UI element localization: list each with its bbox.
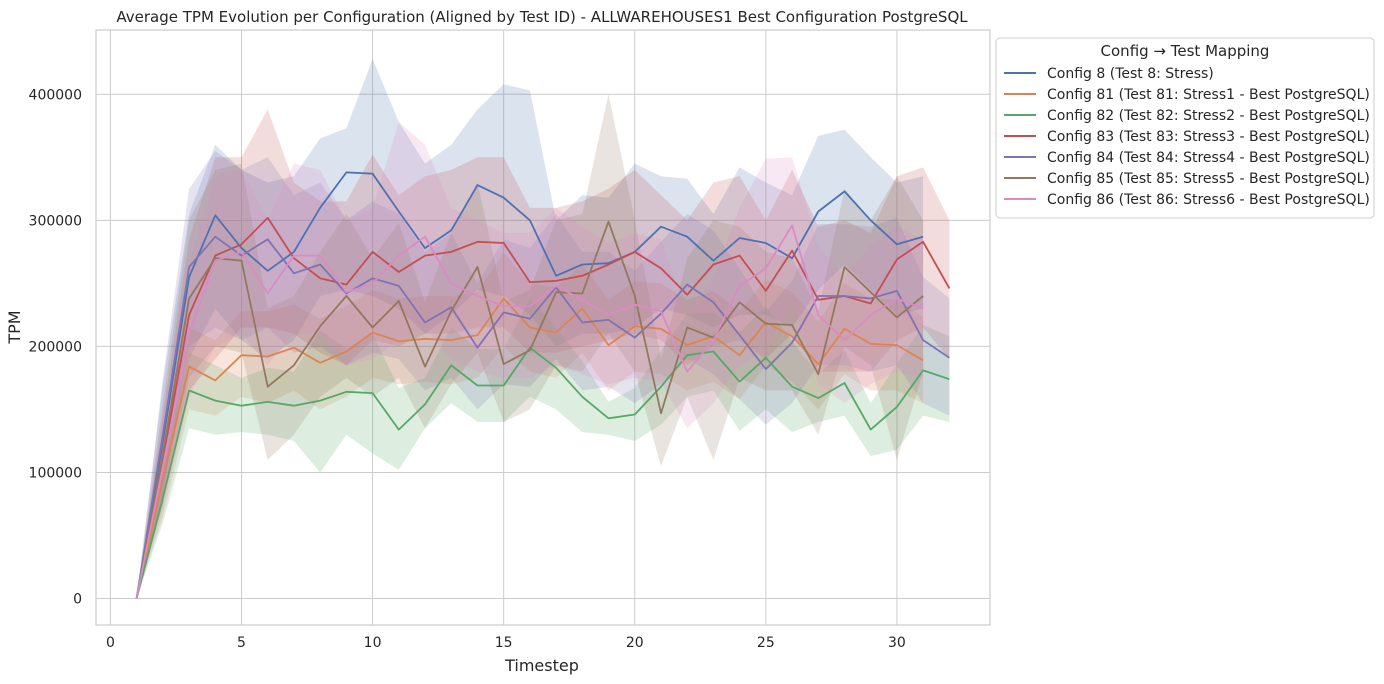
y-tick-label: 200000 [29, 339, 82, 355]
plot-frame [95, 29, 991, 626]
legend-entry-1: Config 81 (Test 81: Stress1 - Best Postg… [1047, 87, 1370, 103]
x-tick-label: 25 [757, 635, 775, 651]
x-tick-label: 0 [106, 635, 115, 651]
series-line-3 [135, 216, 951, 599]
legend-title: Config → Test Mapping [1101, 42, 1270, 60]
x-tick-label: 15 [495, 635, 513, 651]
legend-entry-5: Config 85 (Test 85: Stress5 - Best Postg… [1047, 171, 1370, 187]
legend-entry-6: Config 86 (Test 86: Stress6 - Best Postg… [1047, 192, 1370, 208]
y-tick-label: 100000 [29, 465, 82, 481]
confidence-bands [136, 59, 950, 599]
y-axis-label: TPM [5, 310, 24, 344]
series-band-4 [136, 151, 950, 599]
series-band-3 [136, 109, 950, 599]
legend-entry-2: Config 82 (Test 82: Stress2 - Best Postg… [1047, 108, 1370, 124]
series-line-1 [135, 297, 924, 599]
x-tick-label: 5 [237, 635, 246, 651]
series-band-0 [136, 59, 924, 599]
series-line-4 [135, 235, 950, 599]
series-line-0 [135, 171, 924, 599]
grid [96, 30, 990, 625]
legend-entry-4: Config 84 (Test 84: Stress4 - Best Postg… [1047, 150, 1370, 166]
legend-entry-3: Config 83 (Test 83: Stress3 - Best Postg… [1047, 129, 1370, 145]
chart-title: Average TPM Evolution per Configuration … [116, 8, 968, 26]
x-tick-label: 10 [364, 635, 382, 651]
legend-entry-0: Config 8 (Test 8: Stress) [1047, 66, 1214, 82]
axes: 0 5 10 15 20 25 30 0 100000 200000 300000 400000 [29, 29, 991, 651]
legend: Config → Test Mapping Config 8 (Test 8: … [995, 37, 1375, 219]
legend-frame [995, 37, 1375, 219]
x-tick-label: 30 [888, 635, 906, 651]
series-band-6 [136, 122, 924, 599]
series-line-5 [135, 220, 924, 599]
x-tick-label: 20 [626, 635, 644, 651]
series-line-2 [135, 346, 950, 599]
series-lines [135, 171, 951, 599]
series-band-1 [136, 251, 924, 599]
y-tick-label: 300000 [29, 213, 82, 229]
series-band-2 [136, 298, 950, 599]
y-tick-label: 400000 [29, 87, 82, 103]
y-tick-label: 0 [73, 592, 82, 608]
series-line-6 [135, 224, 924, 599]
series-band-5 [136, 94, 924, 599]
x-axis-label: Timestep [504, 656, 579, 675]
